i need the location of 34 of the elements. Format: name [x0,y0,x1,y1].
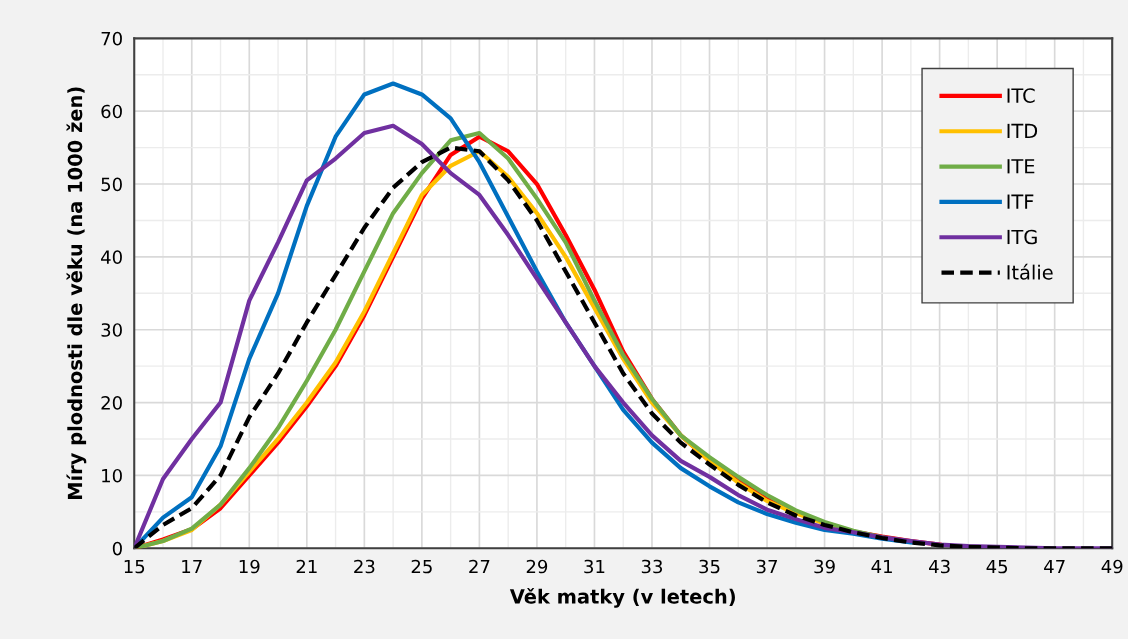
x-tick-label: 29 [526,559,548,574]
x-tick-label: 19 [239,559,260,574]
y-tick-label: 20 [101,396,122,410]
x-tick-label: 27 [469,559,490,574]
legend-label: ITC [1007,88,1035,103]
x-tick-label: 41 [871,559,892,574]
y-tick-label: 0 [112,541,122,556]
x-tick-label: 39 [814,559,835,574]
x-tick-label: 49 [1101,559,1123,574]
x-tick-label: 43 [929,559,950,574]
y-axis-title: Míry plodnosti dle věku (na 1000 žen) [66,87,87,500]
x-tick-label: 47 [1044,559,1065,574]
x-tick-label: 33 [641,559,663,574]
y-tick-label: 40 [101,250,122,264]
x-tick-label: 25 [411,559,432,574]
y-tick-label: 70 [101,31,122,46]
y-tick-label: 50 [101,177,122,192]
legend-label: ITF [1007,194,1034,209]
x-tick-label: 37 [756,559,777,574]
y-tick-label: 30 [101,323,122,337]
x-tick-label: 17 [182,559,202,574]
legend-label: ITE [1007,159,1035,174]
x-tick-label: 23 [354,559,375,574]
x-tick-label: 15 [124,559,145,574]
x-tick-label: 35 [699,559,720,574]
x-axis-title: Věk matky (v letech) [509,587,735,608]
x-tick-label: 31 [584,559,605,574]
legend-label: Itálie [1007,263,1053,280]
x-tick-label: 45 [986,559,1008,574]
legend-label: ITD [1007,123,1038,139]
y-tick-label: 60 [101,104,122,119]
y-tick-label: 10 [102,468,122,483]
x-tick-label: 21 [296,559,317,574]
legend-label: ITG [1007,229,1037,245]
